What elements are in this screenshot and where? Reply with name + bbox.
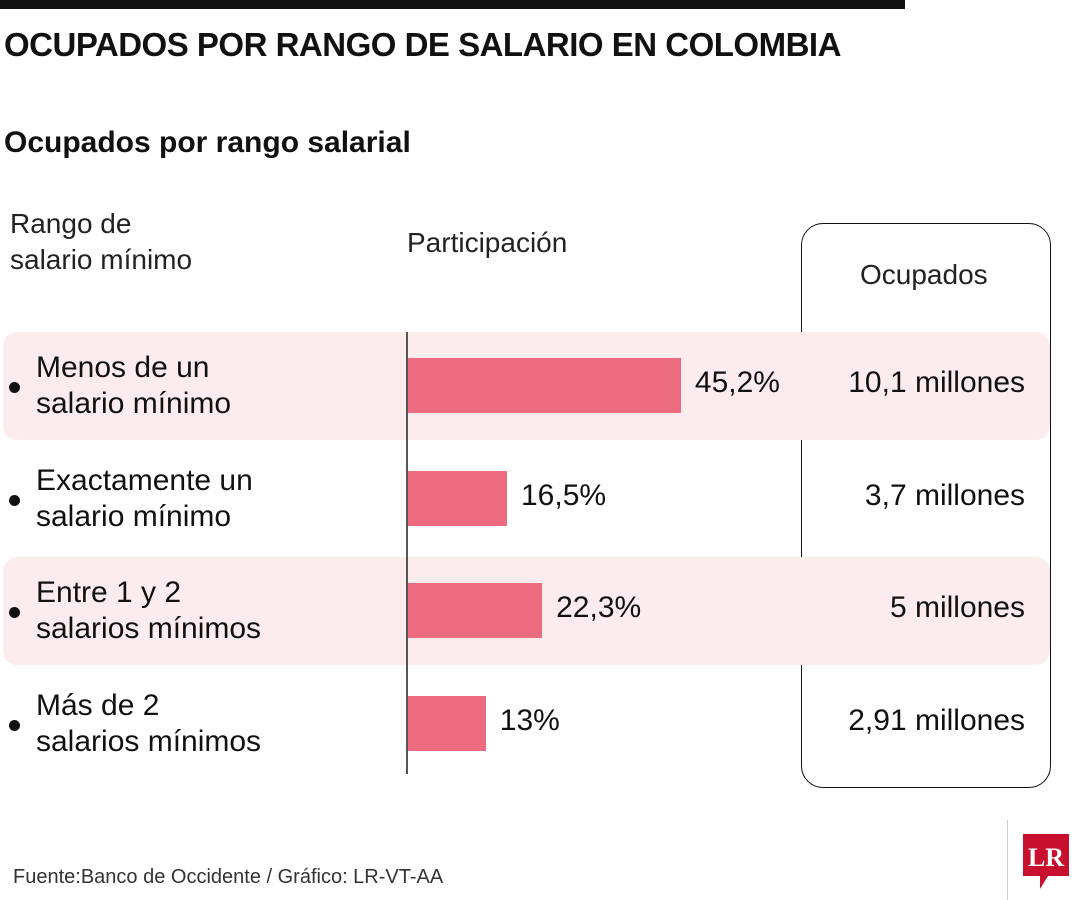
source-note: Fuente:Banco de Occidente / Gráfico: LR-… [13,866,444,888]
employed-column-box [801,223,1051,788]
category-label: Exactamente un salario mínimo [36,463,366,535]
bullet-icon [9,607,20,618]
top-rule [0,0,905,9]
category-line2: salario mínimo [36,387,232,420]
bullet-icon [9,382,20,393]
occupied-value: 10,1 millones [848,366,1025,399]
bar [407,471,507,526]
bar-row: Más de 2 salarios mínimos 13% 2,91 millon… [0,670,1080,778]
bar [407,583,543,638]
bar-row: Exactamente un salario mínimo 16,5% 3,7 m… [0,445,1080,553]
chart-axis [406,332,408,774]
bar-row: Entre 1 y 2 salarios mínimos 22,3% 5 mill… [0,557,1080,665]
category-label: Entre 1 y 2 salarios mínimos [36,575,366,647]
svg-text:LR: LR [1028,843,1064,872]
lr-logo: LR [1023,834,1069,889]
category-line1: Exactamente un [36,464,253,497]
share-header: Participación [407,227,568,258]
bar [407,358,681,413]
value-label: 45,2% [694,366,780,399]
category-line2: salarios mínimos [36,725,262,758]
employed-header: Ocupados [860,259,988,290]
category-line1: Más de 2 [36,689,160,722]
bar-row: Menos de un salario mínimo 45,2% 10,1 mil… [0,332,1080,440]
range-header: Rango de salario mínimo [10,206,192,278]
range-header-line2: salario mínimo [10,244,193,275]
category-line2: salario mínimo [36,500,232,533]
category-line2: salarios mínimos [36,612,262,645]
category-line1: Menos de un [36,351,210,384]
value-label: 13% [499,704,560,737]
occupied-value: 2,91 millones [848,704,1025,737]
page-title: OCUPADOS POR RANGO DE SALARIO EN COLOMBI… [4,26,841,63]
category-label: Menos de un salario mínimo [36,350,366,422]
divider [1007,820,1008,900]
bullet-icon [9,720,20,731]
bullet-icon [9,495,20,506]
value-label: 22,3% [556,591,642,624]
category-label: Más de 2 salarios mínimos [36,688,366,760]
chart-subtitle: Ocupados por rango salarial [4,126,411,159]
category-line1: Entre 1 y 2 [36,576,182,609]
occupied-value: 3,7 millones [864,479,1025,512]
occupied-value: 5 millones [889,591,1025,624]
range-header-line1: Rango de [10,208,132,239]
value-label: 16,5% [520,479,607,512]
bar [407,696,486,751]
